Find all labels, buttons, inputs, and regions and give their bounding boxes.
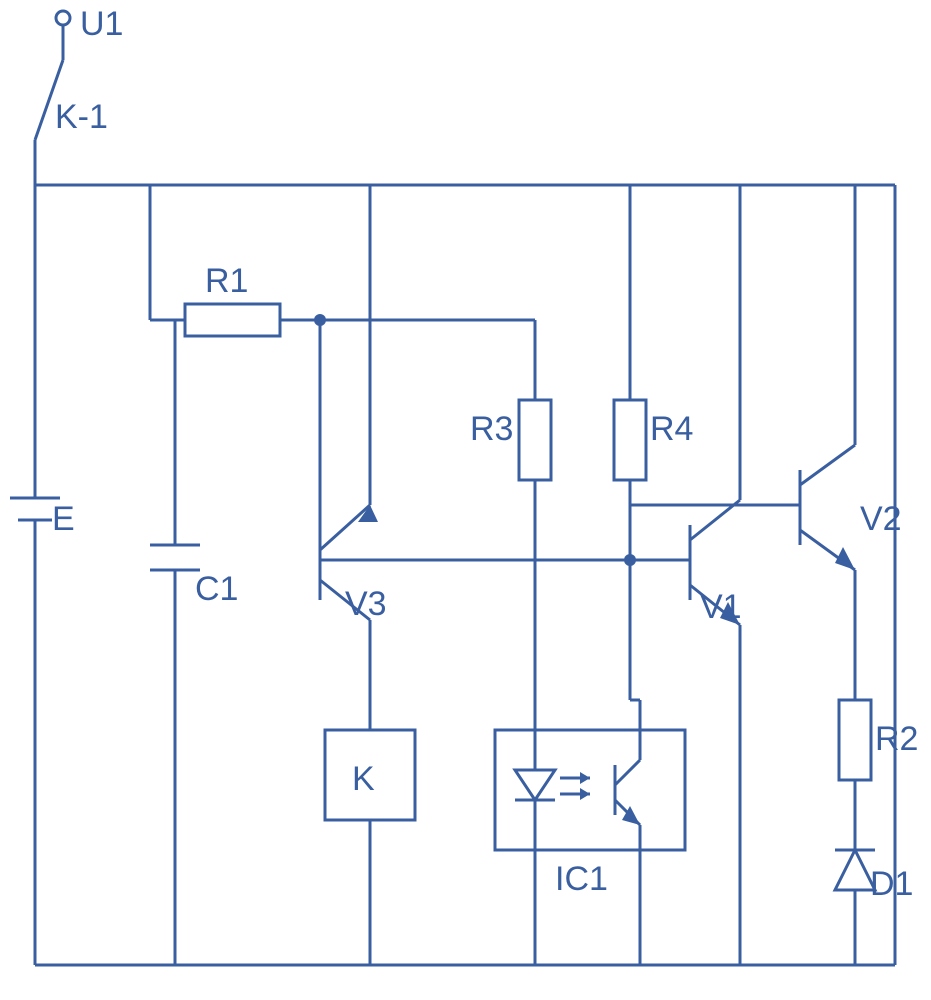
label-v3: V3 — [345, 585, 387, 623]
label-d1: D1 — [870, 865, 913, 903]
label-r3: R3 — [470, 410, 513, 448]
label-v1: V1 — [700, 588, 742, 626]
resistor-r2 — [839, 700, 871, 850]
resistor-r1 — [185, 304, 280, 336]
label-e: E — [52, 500, 75, 538]
label-u1: U1 — [80, 5, 123, 43]
label-k-1: K-1 — [55, 98, 108, 136]
label-r1: R1 — [205, 262, 248, 300]
label-v2: V2 — [860, 500, 902, 538]
label-ic1: IC1 — [555, 860, 608, 898]
optocoupler-ic1 — [495, 560, 685, 965]
capacitor-c1 — [150, 320, 200, 965]
terminal-u1 — [56, 11, 70, 60]
transistor-v3 — [320, 185, 630, 620]
label-r2: R2 — [875, 720, 918, 758]
circuit-diagram: U1 K-1 E R1 C1 V3 K R3 R4 V1 V2 R2 D1 IC… — [0, 0, 931, 1000]
label-r4: R4 — [650, 410, 693, 448]
label-k: K — [352, 760, 375, 798]
resistor-r3 — [519, 320, 551, 755]
label-c1: C1 — [195, 570, 238, 608]
diode-d1 — [835, 850, 875, 965]
battery-e — [10, 185, 60, 965]
